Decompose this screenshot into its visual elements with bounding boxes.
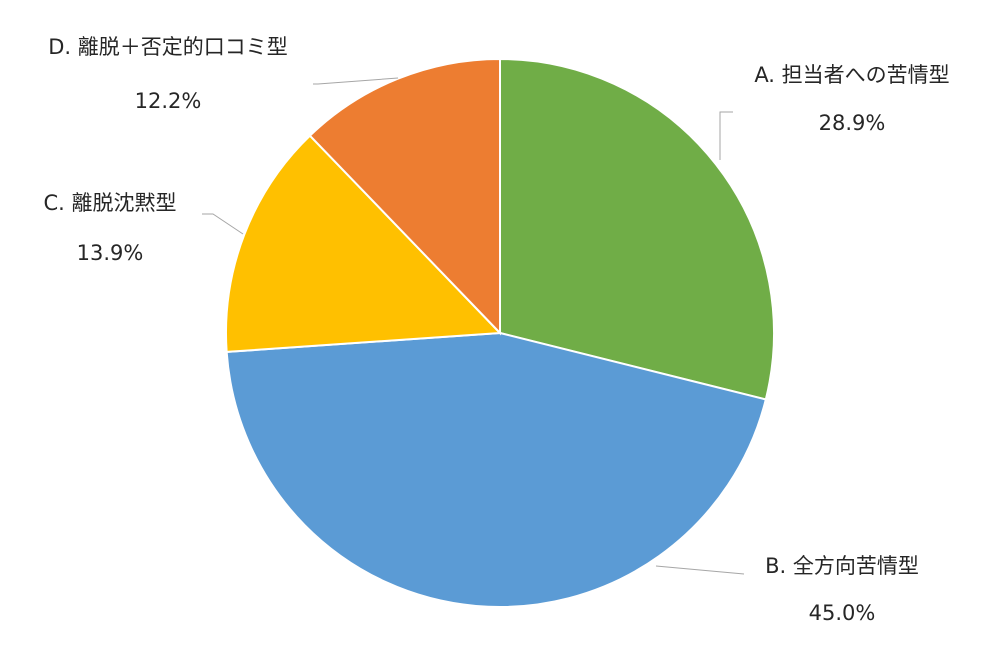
pie-slice-c	[225, 134, 503, 353]
slice-labels: A. 担当者への苦情型 28.9% B. 全方向苦情型 45.0% C. 離脱沈黙型 13…	[43, 35, 949, 625]
slice-category-label: D. 離脱＋否定的口コミ型	[48, 35, 288, 59]
slice-category-label: A. 担当者への苦情型	[754, 63, 949, 87]
leader-line-d	[313, 77, 399, 85]
slice-category-label: B. 全方向苦情型	[765, 554, 919, 578]
pie-slice-d	[308, 57, 501, 336]
slice-category-label: C. 離脱沈黙型	[43, 191, 176, 215]
slice-value-label: 12.2%	[135, 89, 202, 113]
slice-value-label: 13.9%	[77, 241, 144, 265]
leader-line-c	[202, 213, 244, 235]
pie-slice-a	[499, 57, 775, 401]
leader-lines	[202, 77, 745, 575]
slice-value-label: 45.0%	[809, 601, 876, 625]
leader-line-a	[719, 111, 733, 160]
slice-value-label: 28.9%	[819, 111, 886, 135]
leader-line-b	[655, 565, 745, 575]
pie-slices	[225, 57, 775, 608]
pie-slice-b	[225, 331, 768, 608]
